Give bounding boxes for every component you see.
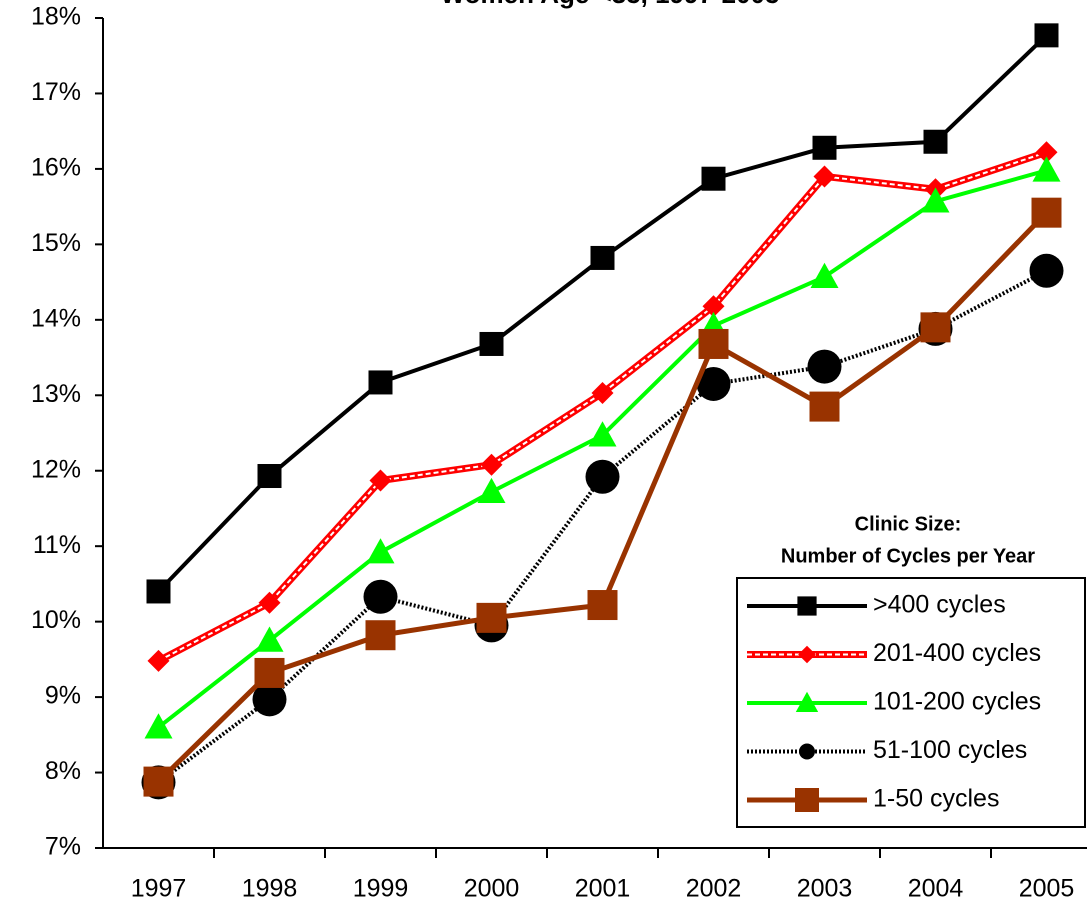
marker — [702, 295, 725, 318]
x-tick-label: 2005 — [1019, 875, 1075, 903]
marker — [255, 626, 284, 652]
marker — [797, 596, 817, 616]
marker — [810, 262, 839, 289]
y-tick-label: 16% — [31, 154, 81, 182]
y-tick-label: 9% — [45, 682, 81, 710]
marker — [920, 312, 951, 343]
marker — [809, 391, 840, 422]
x-tick-label: 2004 — [908, 875, 964, 903]
y-tick-label: 10% — [31, 606, 81, 634]
y-tick-label: 11% — [33, 531, 81, 559]
marker — [480, 453, 503, 476]
marker — [591, 382, 614, 405]
legend-title: Clinic Size: — [855, 513, 962, 535]
marker — [585, 459, 620, 494]
marker — [147, 649, 170, 672]
marker — [1029, 253, 1064, 288]
legend-label: 201-400 cycles — [873, 639, 1041, 667]
legend-label: 1-50 cycles — [873, 785, 999, 813]
x-tick-label: 1998 — [242, 875, 298, 903]
x-tick-label: 2002 — [686, 875, 742, 903]
marker — [257, 464, 282, 489]
marker — [795, 788, 819, 812]
marker — [588, 421, 617, 447]
marker — [144, 713, 173, 739]
marker — [923, 129, 948, 154]
marker — [365, 620, 396, 651]
marker — [254, 657, 285, 688]
marker — [813, 165, 836, 188]
legend-label: 51-100 cycles — [873, 736, 1027, 764]
y-tick-label: 14% — [31, 304, 81, 332]
x-tick-label: 2001 — [575, 875, 631, 903]
y-tick-label: 17% — [31, 78, 81, 106]
marker — [146, 579, 171, 604]
marker — [587, 590, 618, 621]
marker — [1032, 156, 1061, 182]
marker — [807, 349, 842, 384]
marker — [1031, 197, 1062, 228]
marker — [369, 469, 392, 492]
marker — [698, 328, 729, 359]
marker — [368, 370, 393, 395]
series-line — [157, 33, 1048, 593]
legend-label: >400 cycles — [873, 591, 1006, 619]
marker — [921, 187, 950, 213]
marker — [696, 366, 731, 401]
marker — [479, 331, 504, 356]
marker — [590, 245, 615, 270]
y-tick-label: 15% — [31, 229, 81, 257]
marker — [476, 602, 507, 633]
x-tick-label: 2003 — [797, 875, 853, 903]
y-tick-label: 18% — [31, 3, 81, 31]
marker — [798, 645, 816, 664]
marker — [477, 477, 506, 504]
x-tick-label: 1997 — [131, 875, 187, 903]
x-tick-label: 2000 — [464, 875, 520, 903]
marker — [143, 766, 174, 797]
series-line-inner — [158, 151, 1047, 662]
marker — [1035, 141, 1058, 164]
x-tick-label: 1999 — [353, 875, 409, 903]
marker — [795, 691, 819, 712]
chart-title: Women Age <35, 1997-2005 — [441, 0, 780, 9]
legend-title: Number of Cycles per Year — [781, 545, 1035, 567]
y-tick-label: 13% — [31, 380, 81, 408]
marker — [252, 682, 287, 717]
y-tick-label: 12% — [31, 455, 81, 483]
marker — [812, 135, 837, 160]
marker — [366, 538, 395, 564]
y-tick-label: 7% — [45, 833, 81, 861]
marker — [799, 743, 815, 760]
marker — [701, 166, 726, 191]
y-tick-label: 8% — [45, 757, 81, 785]
marker — [258, 591, 281, 614]
legend-label: 101-200 cycles — [873, 688, 1041, 716]
marker — [1034, 23, 1059, 48]
marker — [363, 579, 398, 614]
